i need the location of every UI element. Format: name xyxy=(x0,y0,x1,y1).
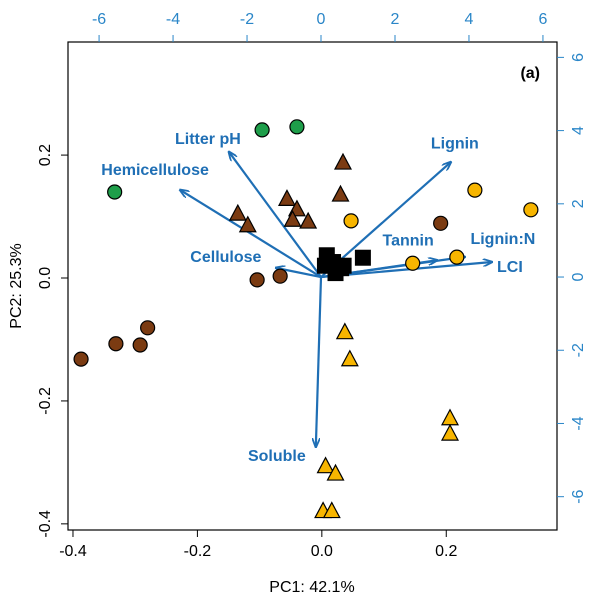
x2-tick-label: 6 xyxy=(538,11,547,28)
y-tick-label: 0.2 xyxy=(37,144,54,166)
point xyxy=(354,249,371,266)
y-tick-label: 0.0 xyxy=(37,267,54,289)
point xyxy=(254,122,270,138)
point xyxy=(321,255,338,272)
point xyxy=(272,268,288,284)
x-tick-label: 0.0 xyxy=(311,543,333,560)
y2-tick-label: -2 xyxy=(570,343,587,357)
loading-label: Lignin:N xyxy=(470,231,535,248)
point xyxy=(523,202,539,218)
loading-label: LCI xyxy=(497,259,523,276)
point xyxy=(333,152,352,170)
point xyxy=(228,203,247,221)
y-tick-label: -0.2 xyxy=(37,387,54,415)
point xyxy=(331,184,350,202)
x-axis-label: PC1: 42.1% xyxy=(269,579,354,596)
y2-tick-label: 2 xyxy=(570,199,587,208)
y2-tick-label: -4 xyxy=(570,416,587,430)
point xyxy=(108,336,124,352)
y2-tick-label: 0 xyxy=(570,272,587,281)
point xyxy=(289,119,305,135)
point xyxy=(238,215,257,233)
point xyxy=(405,255,421,271)
panel-tag: (a) xyxy=(520,65,540,82)
x-tick-label: 0.2 xyxy=(435,543,457,560)
point xyxy=(433,215,449,231)
point xyxy=(73,351,89,367)
loading-label: Lignin xyxy=(431,135,479,152)
x2-tick-label: 4 xyxy=(465,11,474,28)
x2-tick-label: -2 xyxy=(240,11,254,28)
x-tick-label: -0.2 xyxy=(184,543,212,560)
x2-tick-label: 2 xyxy=(391,11,400,28)
point xyxy=(340,349,359,367)
loading-label: Tannin xyxy=(383,232,434,249)
point xyxy=(449,249,465,265)
loading-label: Litter pH xyxy=(175,131,241,148)
point xyxy=(440,423,459,441)
point xyxy=(467,182,483,198)
point xyxy=(299,211,318,229)
point xyxy=(440,408,459,426)
x-tick-label: -0.4 xyxy=(59,543,87,560)
point xyxy=(140,320,156,336)
y2-tick-label: 4 xyxy=(570,126,587,135)
loading-label: Cellulose xyxy=(190,249,261,266)
y2-tick-label: 6 xyxy=(570,53,587,62)
loading-arrow xyxy=(229,152,322,278)
point xyxy=(343,213,359,229)
loading-arrow xyxy=(320,262,492,279)
point xyxy=(316,456,335,474)
point xyxy=(132,337,148,353)
point xyxy=(326,463,345,481)
loading-arrow xyxy=(316,276,323,447)
point xyxy=(335,322,354,340)
point xyxy=(322,501,341,519)
loading-label: Soluble xyxy=(248,448,306,465)
y2-tick-label: -6 xyxy=(570,489,587,503)
loading-label: Hemicellulose xyxy=(101,162,209,179)
point xyxy=(283,209,302,227)
x2-tick-label: -4 xyxy=(166,11,180,28)
x2-tick-label: -6 xyxy=(92,11,106,28)
point xyxy=(277,189,296,206)
loading-arrow xyxy=(180,190,322,278)
point xyxy=(249,272,265,288)
plot-box xyxy=(67,41,558,531)
point xyxy=(107,184,123,200)
y-axis-label: PC2: 25.3% xyxy=(8,243,25,328)
x2-tick-label: 0 xyxy=(317,11,326,28)
y-tick-label: -0.4 xyxy=(37,510,54,538)
